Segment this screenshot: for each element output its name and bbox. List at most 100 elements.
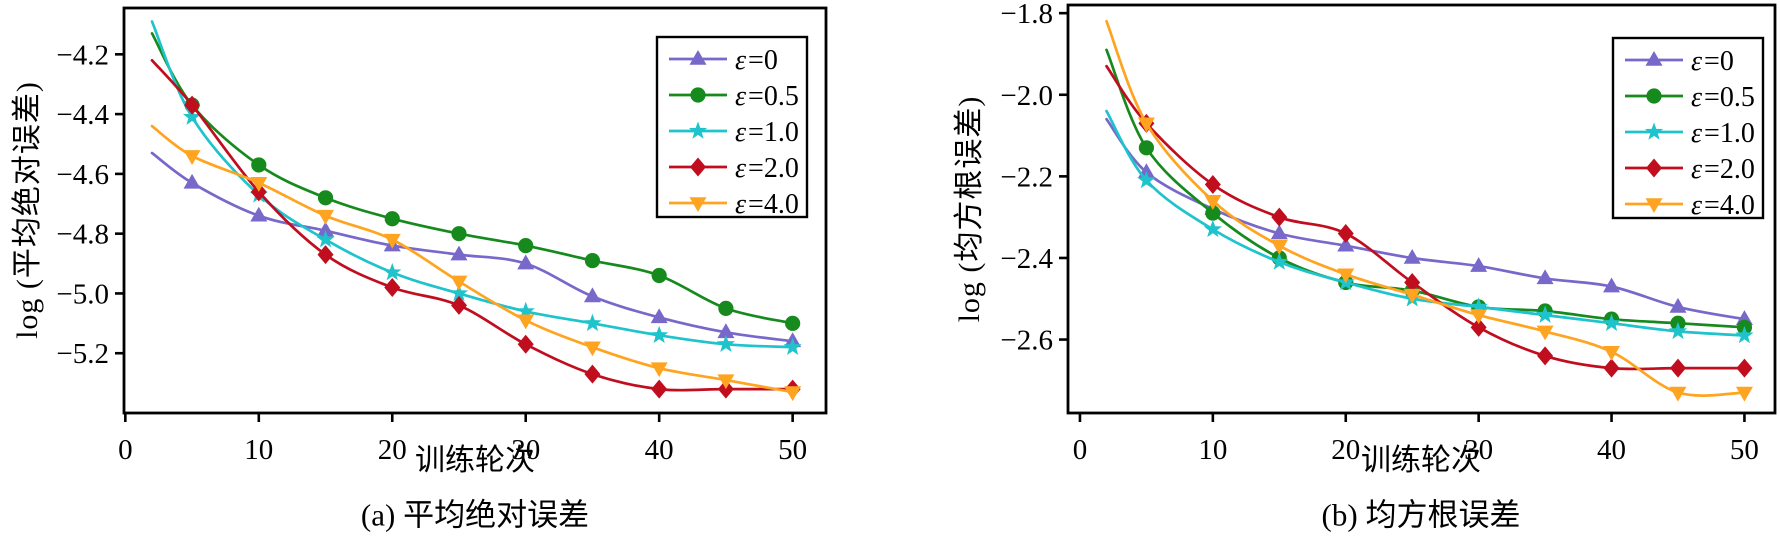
x-tick-label: 30 <box>1464 434 1493 466</box>
triangle-up-marker <box>689 50 707 65</box>
triangle-up-marker <box>1645 51 1663 66</box>
circle-marker <box>1646 88 1662 104</box>
diamond-marker <box>690 157 706 177</box>
diamond-marker <box>1646 158 1662 178</box>
triangle-down-marker <box>517 314 535 330</box>
x-tick-label: 20 <box>1331 434 1360 466</box>
circle-marker <box>718 300 734 316</box>
legend-label: ε=1.0 <box>1691 118 1755 149</box>
diamond-marker <box>517 334 534 354</box>
plot-area <box>150 20 802 402</box>
diamond-marker <box>1669 358 1686 378</box>
diamond-marker <box>1204 175 1221 195</box>
diamond-marker <box>317 245 334 265</box>
triangle-up-marker <box>1270 224 1288 240</box>
y-tick-label: −5.2 <box>56 338 109 370</box>
diamond-marker <box>1736 358 1753 378</box>
chart-a-caption: (a) 平均绝对误差 <box>360 497 590 533</box>
circle-marker <box>384 211 400 227</box>
chart-a-x-axis-label: 训练轮次 <box>415 444 535 477</box>
star-marker <box>716 334 736 353</box>
diamond-marker <box>450 295 467 315</box>
triangle-down-marker <box>250 177 268 192</box>
triangle-down-marker <box>1645 198 1663 213</box>
triangle-up-marker <box>1669 297 1687 313</box>
star-marker <box>1668 321 1688 340</box>
plot-area <box>1105 19 1754 402</box>
star-marker <box>1644 122 1664 140</box>
x-tick-label: 0 <box>1073 434 1088 466</box>
triangle-down-marker <box>1337 268 1355 284</box>
triangle-down-marker <box>689 197 707 212</box>
circle-marker <box>451 226 467 242</box>
triangle-up-marker <box>717 323 735 339</box>
circle-marker <box>690 87 706 103</box>
star-marker <box>688 121 708 139</box>
x-tick-label: 10 <box>244 434 273 466</box>
y-tick-label: −2.4 <box>1000 243 1053 275</box>
star-marker <box>316 230 335 248</box>
legend-label: ε=2.0 <box>735 153 799 184</box>
triangle-up-marker <box>1536 269 1554 285</box>
star-marker <box>1137 170 1156 189</box>
x-tick-label: 50 <box>1730 434 1759 466</box>
legend-box <box>655 35 809 219</box>
triangle-down-marker <box>450 275 468 291</box>
triangle-up-marker <box>317 221 335 237</box>
circle-marker <box>1138 140 1155 156</box>
legend-label: ε=2.0 <box>1691 154 1755 185</box>
star-marker <box>1535 305 1555 323</box>
chart-a-canvas: 0 10 20 30 40 50−4.2−4.4−4.6−4.8−5.0−5.2ε=0ε=… <box>56 6 828 466</box>
star-marker <box>383 262 402 281</box>
x-tick-label: 50 <box>778 434 807 466</box>
y-tick-label: −4.2 <box>56 39 109 71</box>
x-tick-label: 10 <box>1198 434 1227 466</box>
chart-b-canvas: 0 10 20 30 40 50−1.8−2.0−2.2−2.4−2.6ε=0ε=0.5ε… <box>1000 0 1777 466</box>
star-marker <box>1602 313 1621 332</box>
star-marker <box>516 301 535 320</box>
chart-a: 0 10 20 30 40 50 −4.2 −4.4 −4.6 −4.8 −5.0 −5.2 ε=0 ε=… <box>11 6 828 533</box>
legend-label: ε=0 <box>735 45 778 76</box>
x-tick-label: 30 <box>511 434 540 466</box>
y-tick-label: −4.4 <box>56 99 109 131</box>
triangle-down-marker <box>1470 309 1488 325</box>
star-marker <box>1469 297 1488 315</box>
y-tick-label: −2.2 <box>1000 161 1053 193</box>
legend: ε=0 ε=0.5 ε=1.0 ε=2.0 ε=4.0 <box>1611 36 1765 221</box>
diamond-marker <box>1603 358 1620 378</box>
chart-a-y-axis-label: log (平均绝对误差) <box>11 81 44 339</box>
triangle-down-marker <box>383 233 401 249</box>
legend-label: ε=0 <box>1691 46 1734 77</box>
legend-label: ε=1.0 <box>735 117 799 148</box>
legend-label: ε=4.0 <box>1691 190 1755 221</box>
y-tick-label: −2.6 <box>1000 325 1053 357</box>
x-tick-label: 40 <box>1597 434 1626 466</box>
triangle-up-marker <box>1403 248 1421 264</box>
triangle-down-marker <box>1669 386 1687 402</box>
series-line-ε=4.0 <box>1105 19 1746 397</box>
diamond-marker <box>1337 223 1354 243</box>
y-tick-label: −4.8 <box>56 219 109 251</box>
legend-label: ε=4.0 <box>735 189 799 220</box>
star-marker <box>583 313 602 332</box>
star-marker <box>449 283 469 302</box>
triangle-up-marker <box>650 308 668 324</box>
diamond-marker <box>1537 346 1554 366</box>
triangle-up-marker <box>183 173 201 189</box>
circle-marker <box>317 190 334 206</box>
diamond-marker <box>1271 207 1288 227</box>
triangle-down-marker <box>1403 288 1421 304</box>
triangle-down-marker <box>583 341 601 357</box>
triangle-down-marker <box>784 386 802 402</box>
diamond-marker <box>1470 317 1487 337</box>
chart-b: 0 10 20 30 40 50 −1.8 −2.0 −2.2 −2.4 −2.6 ε=0 ε=0.5 ε… <box>890 0 1780 550</box>
legend-label: ε=0.5 <box>735 81 799 112</box>
star-marker <box>1270 252 1289 270</box>
chart-b-caption: (b) 均方根误差 <box>1321 497 1521 533</box>
diamond-marker <box>384 277 401 297</box>
circle-marker <box>785 315 801 331</box>
star-marker <box>650 325 669 344</box>
triangle-down-marker <box>1204 195 1222 210</box>
x-tick-label: 20 <box>378 434 407 466</box>
